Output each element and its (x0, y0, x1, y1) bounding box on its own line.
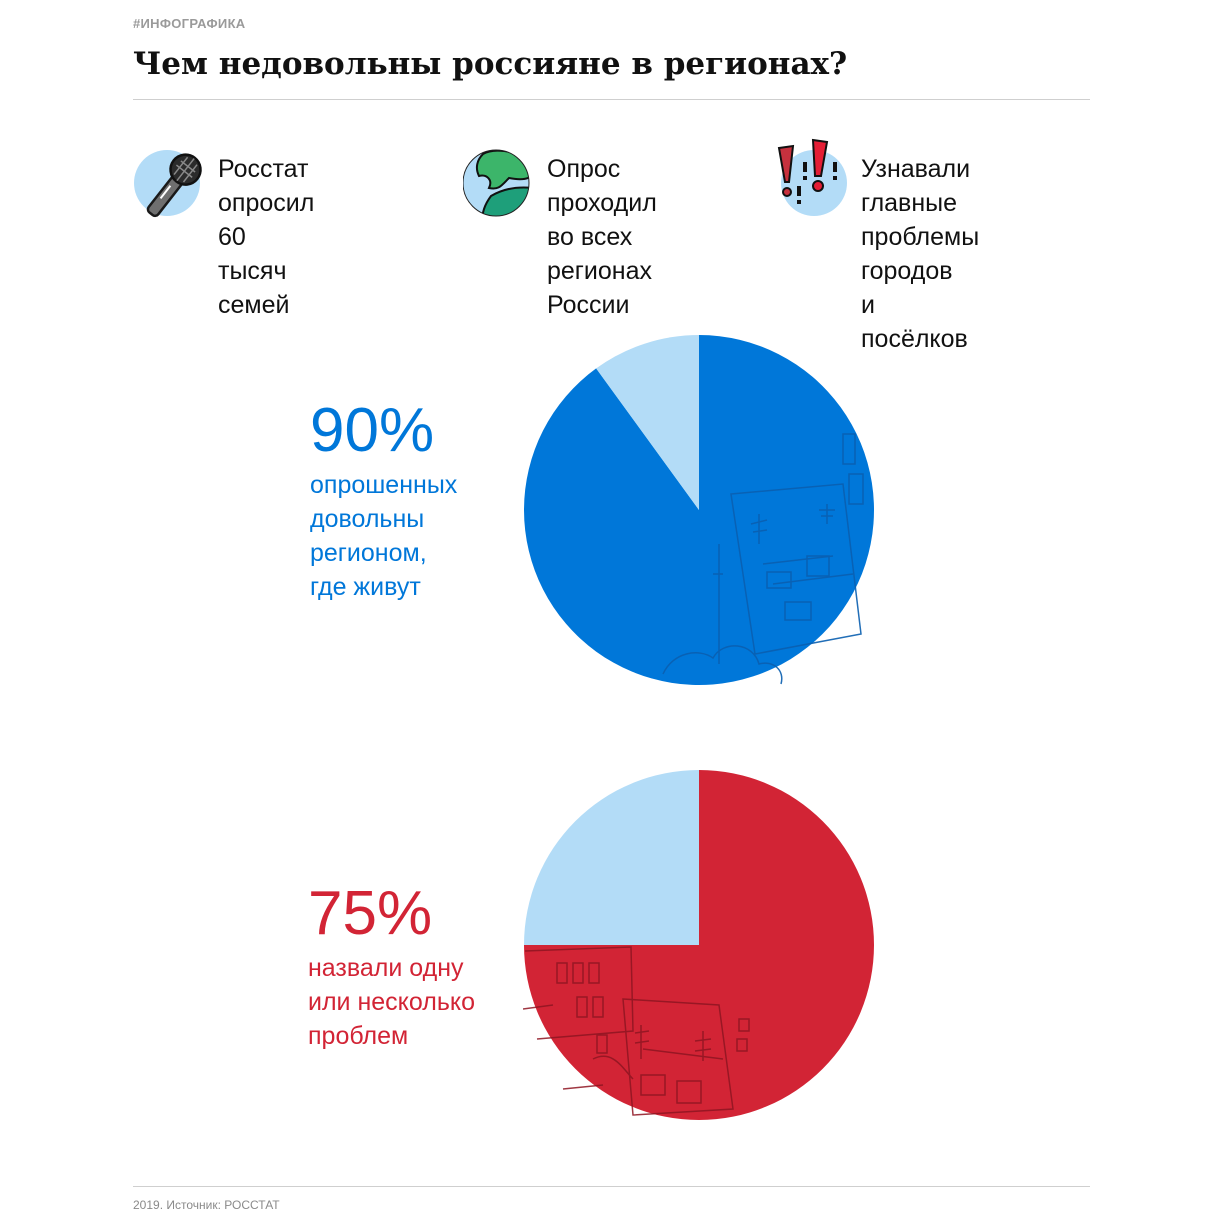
percent-label: 90% (310, 396, 435, 465)
buildings-doodle (662, 433, 864, 685)
fact-text: Росстат опросил 60 тысяч семей (218, 155, 315, 319)
stat-description: назвали одну или несколько проблем (308, 954, 475, 1050)
bottom-divider (133, 1186, 1090, 1187)
percent-label: 75% (308, 879, 433, 948)
pie-slice-1 (524, 770, 699, 945)
problems-pie-chart (523, 770, 874, 1120)
satisfaction-pie-chart (524, 335, 874, 685)
fact-text: Узнавали главные проблемы городов и посё… (861, 155, 980, 353)
top-divider (133, 99, 1090, 100)
source-note: 2019. Источник: РОССТАТ (133, 1198, 280, 1212)
buildings-doodle (523, 946, 750, 1116)
stat-description: опрошенных довольны регионом, где живут (310, 471, 458, 601)
page-title: Чем недовольны россияне в регионах? (133, 46, 848, 82)
problems-stat: 75% назвали одну или несколько проблем (308, 883, 475, 1053)
fact-text: Опрос проходил во всех регионах России (547, 155, 657, 319)
hashtag-label: #ИНФОГРАФИКА (133, 16, 246, 31)
microphone-icon (146, 153, 202, 218)
exclamation-icon (777, 138, 837, 204)
satisfaction-stat: 90% опрошенных довольны регионом, где жи… (310, 400, 457, 604)
globe-icon (463, 149, 530, 217)
pie-slice-1 (596, 335, 699, 510)
